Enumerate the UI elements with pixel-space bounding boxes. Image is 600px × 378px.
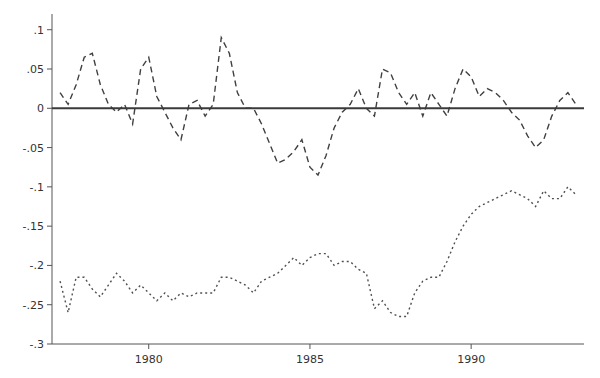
series-line (60, 38, 576, 176)
x-tick (309, 344, 310, 349)
y-tick-label: -.2 (30, 259, 44, 272)
y-axis-line (52, 14, 53, 344)
y-tick (47, 186, 52, 187)
y-tick (47, 108, 52, 109)
y-tick-label: -.1 (30, 181, 44, 194)
x-axis-line (52, 344, 584, 345)
y-tick-label: .05 (27, 63, 45, 76)
x-tick-label: 1985 (296, 353, 324, 366)
plot-area (52, 38, 584, 317)
y-tick (47, 147, 52, 148)
y-tick (47, 304, 52, 305)
x-tick-label: 1990 (457, 353, 485, 366)
y-tick (47, 344, 52, 345)
y-tick-label: -.3 (30, 338, 44, 351)
y-tick (47, 69, 52, 70)
y-tick-label: -.25 (23, 299, 44, 312)
x-tick (148, 344, 149, 349)
y-tick-label: .1 (34, 24, 45, 37)
y-tick (47, 29, 52, 30)
x-tick-label: 1980 (135, 353, 163, 366)
chart: -.3 -.25 -.2 -.15 -.1 -.05 0 .05 .1 1980 1985 1990 (0, 0, 600, 378)
y-tick-label: 0 (37, 102, 44, 115)
y-tick (47, 226, 52, 227)
y-tick-label: -.05 (23, 142, 44, 155)
y-tick-label: -.15 (23, 220, 44, 233)
series-line (60, 187, 576, 317)
x-tick (471, 344, 472, 349)
reference-line (52, 107, 584, 109)
y-tick (47, 265, 52, 266)
